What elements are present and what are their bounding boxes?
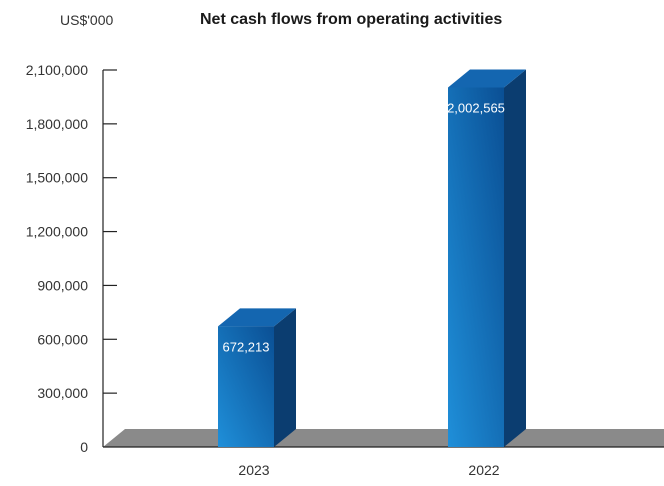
- y-tick-label: 900,000: [37, 277, 88, 293]
- bar-top: [218, 308, 296, 327]
- bar-top: [448, 69, 526, 88]
- y-tick-label: 2,100,000: [26, 62, 88, 78]
- bar-front: [448, 87, 504, 447]
- bar: [218, 308, 296, 447]
- bar-value-label: 2,002,565: [447, 100, 505, 115]
- bar-side: [504, 69, 526, 447]
- x-tick-label: 2022: [468, 462, 499, 478]
- y-tick-label: 300,000: [37, 385, 88, 401]
- bar-value-label: 672,213: [223, 339, 270, 354]
- y-tick-label: 1,800,000: [26, 116, 88, 132]
- bar-front: [218, 326, 274, 447]
- unit-label: US$'000: [60, 12, 114, 28]
- chart-floor: [103, 429, 664, 447]
- x-tick-label: 2023: [238, 462, 269, 478]
- bar-side: [274, 308, 296, 447]
- y-tick-label: 1,500,000: [26, 170, 88, 186]
- y-tick-label: 600,000: [37, 331, 88, 347]
- y-tick-label: 0: [80, 439, 88, 455]
- y-tick-label: 1,200,000: [26, 224, 88, 240]
- chart-title: Net cash flows from operating activities: [200, 11, 503, 28]
- bar: [448, 69, 526, 447]
